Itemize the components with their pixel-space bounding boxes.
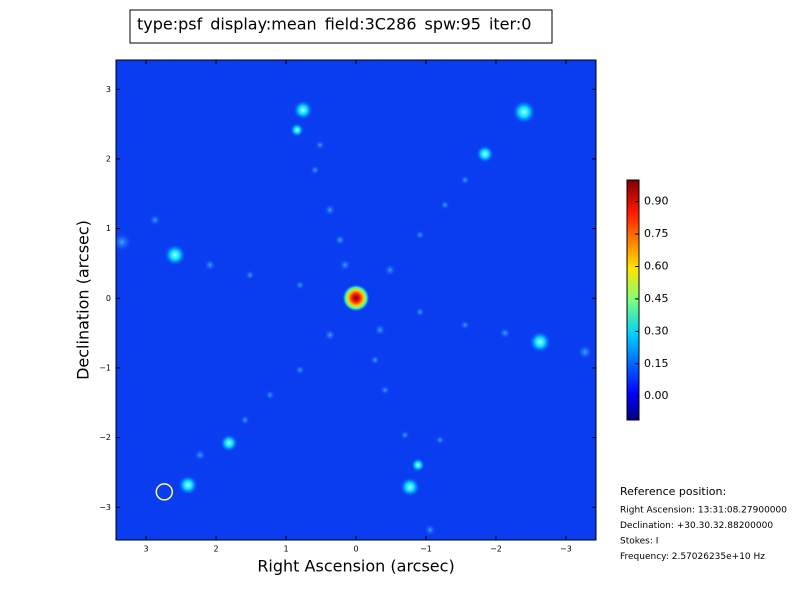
reference-line: Frequency: 2.57026235e+10 Hz [620,552,765,562]
title-part: type:psf [137,15,203,34]
x-tick-label: 3 [144,545,149,554]
colorbar-tick-label: 0.45 [644,292,669,305]
colorbar-tick-label: 0.30 [644,324,669,337]
y-tick-label: 2 [106,154,111,163]
reference-line: Declination: +30.30.32.88200000 [620,521,773,531]
title-box [129,9,553,44]
x-tick-label: 0 [353,545,358,554]
y-tick-label: 0 [106,294,111,303]
y-tick-label: −3 [99,503,111,512]
y-axis-label: Declination (arcsec) [74,220,93,380]
title: type:psf display:mean field:3C286 spw:95 ite… [137,15,531,34]
x-tick-label: 2 [214,545,219,554]
x-tick-label: −3 [560,545,572,554]
beam-marker [155,483,174,501]
x-axis-label: Right Ascension (arcsec) [257,557,454,576]
x-tick-label: −1 [420,545,432,554]
psf-image [116,60,596,540]
colorbar-tick-label: 0.75 [644,227,669,240]
title-part: field:3C286 [325,15,417,34]
reference-line: Right Ascension: 13:31:08.27900000 [620,506,787,516]
title-part: iter:0 [489,15,531,34]
title-part: display:mean [210,15,316,34]
y-tick-label: 1 [106,224,111,233]
y-tick-label: 3 [106,85,111,94]
x-tick-label: 1 [283,545,288,554]
title-part: spw:95 [425,15,481,34]
colorbar-tick-label: 0.60 [644,259,669,272]
colorbar-tick-label: 0.90 [644,195,669,208]
reference-line: Stokes: I [620,537,658,547]
y-tick-label: −2 [99,433,111,442]
y-tick-label: −1 [99,363,111,372]
reference-heading: Reference position: [620,485,726,498]
colorbar [626,179,640,421]
x-tick-label: −2 [490,545,502,554]
colorbar-tick-label: 0.00 [644,389,669,402]
reference-info: Right Ascension: 13:31:08.27900000 Declin… [620,506,787,563]
colorbar-tick-label: 0.15 [644,357,669,370]
